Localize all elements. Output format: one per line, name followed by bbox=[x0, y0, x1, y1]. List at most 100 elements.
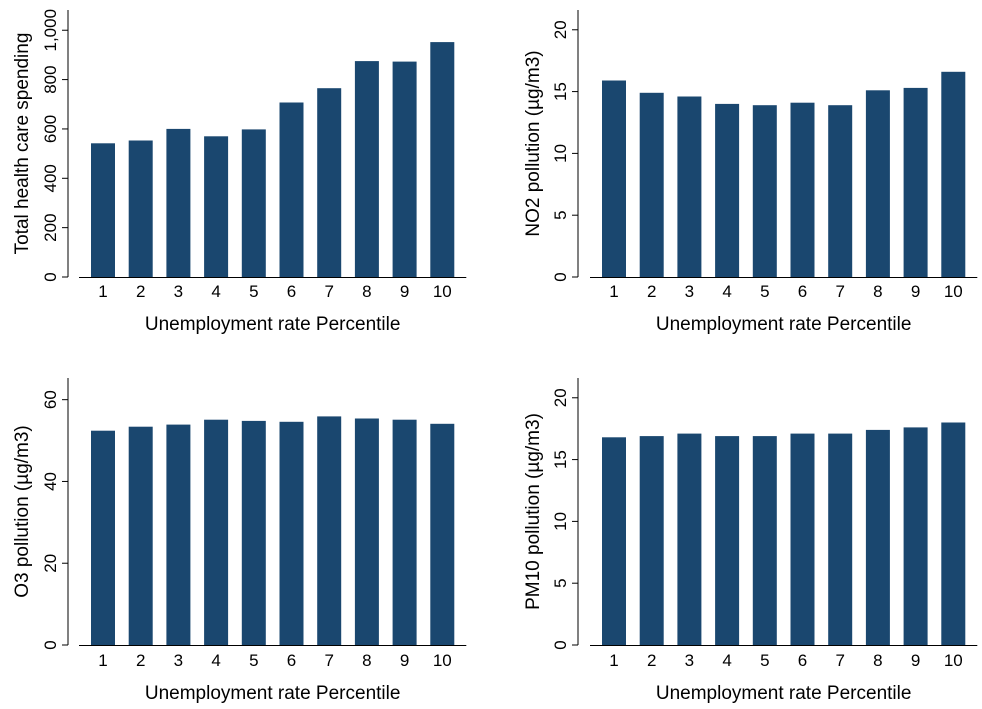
bar bbox=[602, 437, 626, 645]
bar bbox=[91, 143, 115, 277]
x-tick-label: 3 bbox=[685, 651, 694, 670]
x-tick-label: 2 bbox=[647, 651, 656, 670]
bar bbox=[166, 424, 191, 645]
bar bbox=[903, 427, 928, 645]
bar bbox=[828, 433, 853, 645]
x-tick-label: 2 bbox=[136, 282, 145, 301]
bar bbox=[392, 61, 417, 277]
y-tick-label: 800 bbox=[41, 65, 60, 93]
x-tick-label: 8 bbox=[362, 282, 371, 301]
y-tick-label: 20 bbox=[551, 20, 570, 39]
x-tick-label: 5 bbox=[249, 282, 258, 301]
x-tick-label: 7 bbox=[324, 651, 333, 670]
x-tick-label: 7 bbox=[835, 651, 844, 670]
y-tick-label: 0 bbox=[41, 272, 60, 281]
x-tick-label: 4 bbox=[211, 651, 220, 670]
x-axis-title: Unemployment rate Percentile bbox=[656, 683, 912, 704]
x-tick-label: 3 bbox=[685, 282, 694, 301]
bar bbox=[317, 416, 342, 645]
x-tick-label: 4 bbox=[722, 282, 731, 301]
x-tick-label: 8 bbox=[873, 282, 882, 301]
y-tick-label: 20 bbox=[551, 388, 570, 407]
bar bbox=[602, 80, 626, 277]
y-tick-label: 0 bbox=[41, 640, 60, 649]
x-tick-label: 9 bbox=[400, 282, 409, 301]
chart-panel-1: 0 200 400 600 800 1,000 1 2 3 4 5 6 7 8 9 10 Unemploymen… bbox=[12, 9, 467, 335]
y-tick-label: 20 bbox=[41, 554, 60, 573]
x-tick-label: 9 bbox=[400, 651, 409, 670]
x-tick-label: 5 bbox=[760, 282, 769, 301]
x-tick-label: 10 bbox=[433, 651, 452, 670]
y-tick-label: 5 bbox=[551, 578, 570, 587]
bar bbox=[241, 129, 266, 277]
y-tick-label: 10 bbox=[551, 512, 570, 531]
bar bbox=[354, 61, 379, 277]
bar bbox=[865, 429, 890, 645]
bar bbox=[279, 102, 304, 277]
chart-panel-4: 0 5 10 15 20 1 2 3 4 5 6 7 8 9 10 Unemployment rate Per… bbox=[523, 378, 978, 704]
y-axis-title: NO2 pollution (µg/m3) bbox=[523, 50, 544, 236]
bar bbox=[941, 71, 966, 277]
bar bbox=[166, 128, 191, 277]
bar bbox=[204, 419, 229, 645]
bar bbox=[941, 422, 966, 645]
x-axis-title: Unemployment rate Percentile bbox=[145, 314, 401, 335]
x-tick-label: 10 bbox=[944, 651, 963, 670]
y-tick-label: 0 bbox=[551, 640, 570, 649]
x-tick-label: 10 bbox=[944, 282, 963, 301]
bar bbox=[279, 421, 304, 645]
bar bbox=[317, 88, 342, 277]
x-tick-label: 6 bbox=[287, 651, 296, 670]
bar bbox=[677, 433, 702, 645]
x-tick-label: 6 bbox=[798, 651, 807, 670]
x-tick-label: 6 bbox=[287, 282, 296, 301]
bar bbox=[354, 418, 379, 645]
bar bbox=[790, 433, 815, 645]
x-tick-label: 5 bbox=[249, 651, 258, 670]
x-tick-label: 1 bbox=[609, 651, 618, 670]
x-tick-label: 2 bbox=[647, 282, 656, 301]
x-tick-label: 4 bbox=[722, 651, 731, 670]
bar bbox=[91, 430, 115, 645]
y-tick-label: 200 bbox=[41, 213, 60, 241]
bar bbox=[241, 420, 266, 645]
y-tick-label: 60 bbox=[41, 390, 60, 409]
bar bbox=[128, 426, 153, 645]
bar bbox=[204, 136, 229, 277]
x-tick-label: 7 bbox=[835, 282, 844, 301]
y-tick-label: 40 bbox=[41, 472, 60, 491]
x-tick-label: 2 bbox=[136, 651, 145, 670]
x-tick-label: 8 bbox=[362, 651, 371, 670]
x-tick-label: 8 bbox=[873, 651, 882, 670]
bar bbox=[715, 103, 740, 278]
x-tick-label: 1 bbox=[609, 282, 618, 301]
x-axis-title: Unemployment rate Percentile bbox=[656, 314, 912, 335]
y-tick-label: 15 bbox=[551, 82, 570, 101]
x-tick-label: 10 bbox=[433, 282, 452, 301]
bar bbox=[752, 436, 777, 645]
chart-panel-3: 0 20 40 60 1 2 3 4 5 6 7 8 9 10 Unemployment rate Perc… bbox=[12, 378, 467, 704]
chart-panel-2: 0 5 10 15 20 1 2 3 4 5 6 7 8 9 10 Unemployment rate Per… bbox=[523, 10, 978, 335]
bar bbox=[790, 102, 815, 277]
x-tick-label: 1 bbox=[98, 282, 107, 301]
y-axis-title: PM10 pollution (µg/m3) bbox=[523, 413, 544, 610]
bar bbox=[865, 90, 890, 277]
y-axis-title: Total health care spending bbox=[12, 33, 33, 255]
bar bbox=[430, 42, 455, 277]
bar bbox=[639, 92, 664, 277]
bar bbox=[903, 87, 928, 278]
y-tick-label: 0 bbox=[551, 272, 570, 281]
x-tick-label: 3 bbox=[174, 282, 183, 301]
x-tick-label: 4 bbox=[211, 282, 220, 301]
y-tick-label: 1,000 bbox=[41, 9, 60, 52]
bar bbox=[430, 423, 455, 645]
x-tick-label: 9 bbox=[911, 282, 920, 301]
x-tick-label: 7 bbox=[324, 282, 333, 301]
x-tick-label: 5 bbox=[760, 651, 769, 670]
y-tick-label: 400 bbox=[41, 164, 60, 192]
x-tick-label: 3 bbox=[174, 651, 183, 670]
bar bbox=[828, 105, 853, 277]
bar bbox=[715, 436, 740, 645]
